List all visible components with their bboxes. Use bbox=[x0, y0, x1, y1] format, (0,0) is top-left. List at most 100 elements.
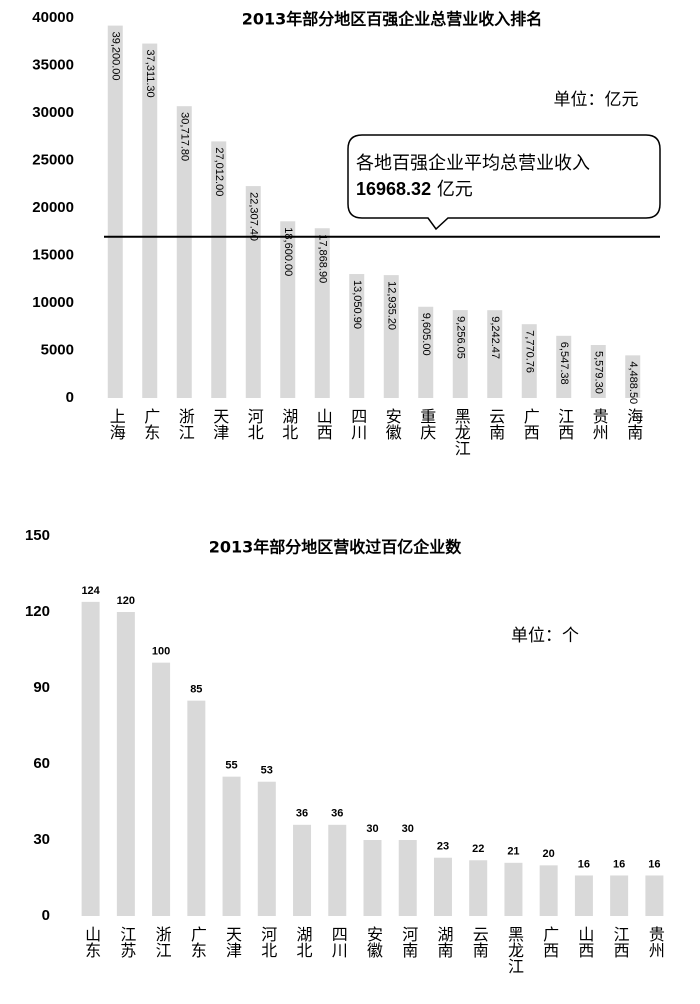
x-tick-label: 浙江 bbox=[153, 926, 172, 958]
bar bbox=[363, 840, 382, 916]
x-tick-label: 广西 bbox=[540, 926, 559, 958]
value-label: 16 bbox=[578, 858, 590, 870]
y-tick-label: 120 bbox=[25, 603, 50, 620]
value-label: 100 bbox=[152, 646, 170, 658]
x-tick-label: 湖南 bbox=[434, 926, 453, 958]
x-tick-label: 河北 bbox=[258, 926, 277, 958]
bar bbox=[245, 186, 261, 398]
bar bbox=[328, 824, 347, 916]
value-label: 124 bbox=[81, 585, 100, 597]
callout-value: 16968.32 亿元 bbox=[356, 179, 473, 200]
chart-title: 2013年部分地区营收过百亿企业数 bbox=[209, 538, 463, 557]
value-label: 13,050.90 bbox=[351, 280, 363, 329]
bar bbox=[211, 141, 227, 399]
bar bbox=[433, 857, 452, 916]
y-tick-label: 60 bbox=[33, 755, 50, 772]
x-tick-label: 山西 bbox=[575, 926, 594, 958]
bar bbox=[469, 860, 488, 916]
x-tick-label: 云南 bbox=[486, 408, 505, 440]
chart-title: 2013年部分地区百强企业总营业收入排名 bbox=[242, 10, 543, 29]
y-tick-label: 40000 bbox=[32, 9, 74, 26]
value-label: 30 bbox=[402, 823, 414, 835]
x-tick-label: 河南 bbox=[399, 926, 418, 958]
value-label: 36 bbox=[331, 808, 343, 820]
bar bbox=[487, 310, 503, 398]
bar bbox=[539, 865, 558, 916]
value-label: 53 bbox=[261, 765, 273, 777]
value-label: 16 bbox=[648, 858, 660, 870]
x-tick-label: 广东 bbox=[141, 408, 160, 440]
value-label: 20 bbox=[543, 848, 555, 860]
bar bbox=[280, 221, 296, 398]
x-tick-label: 天津 bbox=[223, 926, 242, 958]
bar bbox=[293, 824, 312, 916]
bar bbox=[116, 612, 135, 916]
x-tick-label: 广东 bbox=[188, 926, 207, 958]
unit-label: 单位：亿元 bbox=[554, 90, 639, 110]
y-tick-label: 30 bbox=[33, 831, 50, 848]
y-tick-label: 0 bbox=[66, 389, 74, 406]
y-tick-label: 30000 bbox=[32, 104, 74, 121]
value-label: 30 bbox=[366, 823, 378, 835]
bar bbox=[81, 601, 100, 916]
callout-box bbox=[347, 134, 661, 231]
value-label: 22,307.40 bbox=[247, 192, 259, 241]
y-tick-label: 20000 bbox=[32, 199, 74, 216]
value-label: 27,012.00 bbox=[213, 147, 225, 196]
bar bbox=[349, 274, 365, 398]
bar bbox=[645, 875, 664, 916]
y-tick-label: 25000 bbox=[32, 151, 74, 168]
bar bbox=[574, 875, 593, 916]
value-label: 9,256.05 bbox=[454, 316, 466, 359]
value-label: 9,605.00 bbox=[420, 313, 432, 356]
y-tick-label: 150 bbox=[25, 527, 50, 544]
bar bbox=[556, 335, 572, 398]
value-label: 55 bbox=[225, 760, 237, 772]
y-tick-label: 10000 bbox=[32, 294, 74, 311]
bar bbox=[107, 25, 123, 398]
value-label: 6,547.38 bbox=[558, 342, 570, 385]
value-label: 4,488.50 bbox=[627, 361, 639, 404]
value-label: 7,770.76 bbox=[523, 330, 535, 373]
value-label: 17,868.90 bbox=[316, 234, 328, 283]
x-tick-label: 云南 bbox=[470, 926, 489, 958]
value-label: 22 bbox=[472, 843, 484, 855]
x-tick-label: 河北 bbox=[245, 408, 264, 440]
x-tick-label: 天津 bbox=[210, 408, 229, 440]
x-tick-label: 贵州 bbox=[590, 408, 609, 440]
value-label: 37,311.30 bbox=[144, 50, 156, 98]
bar bbox=[521, 324, 537, 398]
x-tick-label: 山东 bbox=[82, 926, 101, 958]
bar bbox=[504, 862, 523, 916]
x-tick-label: 黑龙江 bbox=[452, 408, 471, 456]
callout-label: 各地百强企业平均总营业收入 bbox=[356, 153, 590, 174]
x-tick-label: 四川 bbox=[348, 408, 367, 440]
x-tick-label: 重庆 bbox=[417, 408, 436, 440]
bar bbox=[257, 781, 276, 916]
value-label: 39,200.00 bbox=[109, 32, 121, 81]
bar bbox=[152, 662, 171, 916]
bar bbox=[383, 275, 399, 398]
bar bbox=[314, 228, 330, 398]
bar bbox=[590, 344, 606, 398]
y-tick-label: 5000 bbox=[41, 341, 74, 358]
value-label: 85 bbox=[190, 684, 202, 696]
x-tick-label: 安徽 bbox=[364, 926, 383, 958]
bar bbox=[625, 355, 641, 398]
y-tick-label: 35000 bbox=[32, 56, 74, 73]
bar bbox=[610, 875, 629, 916]
value-label: 9,242.47 bbox=[489, 316, 501, 359]
value-label: 16 bbox=[613, 858, 625, 870]
average-value: 16968.32 bbox=[356, 179, 431, 199]
value-label: 18,600.00 bbox=[282, 227, 294, 276]
value-label: 36 bbox=[296, 808, 308, 820]
x-tick-label: 广西 bbox=[521, 408, 540, 440]
x-tick-label: 浙江 bbox=[176, 408, 195, 440]
x-tick-label: 四川 bbox=[329, 926, 348, 958]
value-label: 21 bbox=[507, 846, 519, 858]
bar bbox=[176, 106, 192, 398]
y-tick-label: 0 bbox=[42, 907, 50, 924]
y-tick-label: 15000 bbox=[32, 246, 74, 263]
x-tick-label: 安徽 bbox=[383, 408, 402, 440]
